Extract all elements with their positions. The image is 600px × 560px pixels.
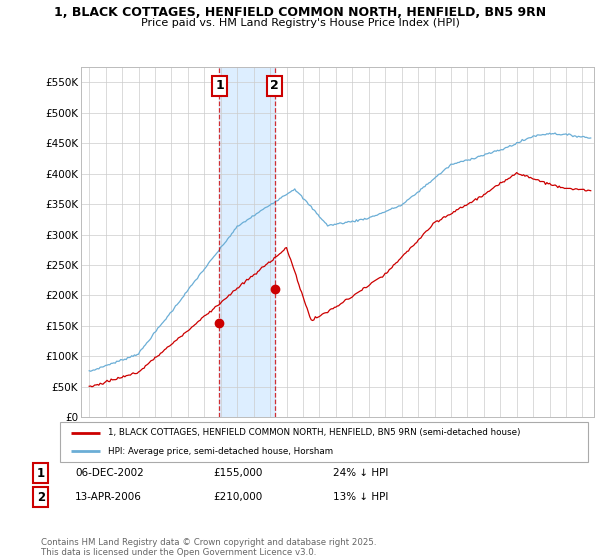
Text: 1: 1 <box>215 80 224 92</box>
Text: £210,000: £210,000 <box>213 492 262 502</box>
Text: 1, BLACK COTTAGES, HENFIELD COMMON NORTH, HENFIELD, BN5 9RN (semi-detached house: 1, BLACK COTTAGES, HENFIELD COMMON NORTH… <box>107 428 520 437</box>
Text: 13-APR-2006: 13-APR-2006 <box>75 492 142 502</box>
Text: 2: 2 <box>37 491 45 504</box>
Text: Contains HM Land Registry data © Crown copyright and database right 2025.
This d: Contains HM Land Registry data © Crown c… <box>41 538 376 557</box>
Text: 24% ↓ HPI: 24% ↓ HPI <box>333 468 388 478</box>
Text: 2: 2 <box>271 80 279 92</box>
Text: 1, BLACK COTTAGES, HENFIELD COMMON NORTH, HENFIELD, BN5 9RN: 1, BLACK COTTAGES, HENFIELD COMMON NORTH… <box>54 6 546 18</box>
Text: HPI: Average price, semi-detached house, Horsham: HPI: Average price, semi-detached house,… <box>107 447 332 456</box>
Text: 1: 1 <box>37 466 45 480</box>
Text: 13% ↓ HPI: 13% ↓ HPI <box>333 492 388 502</box>
Text: £155,000: £155,000 <box>213 468 262 478</box>
Bar <box>220 67 275 417</box>
FancyBboxPatch shape <box>60 422 588 462</box>
Text: Price paid vs. HM Land Registry's House Price Index (HPI): Price paid vs. HM Land Registry's House … <box>140 18 460 28</box>
Text: 06-DEC-2002: 06-DEC-2002 <box>75 468 144 478</box>
